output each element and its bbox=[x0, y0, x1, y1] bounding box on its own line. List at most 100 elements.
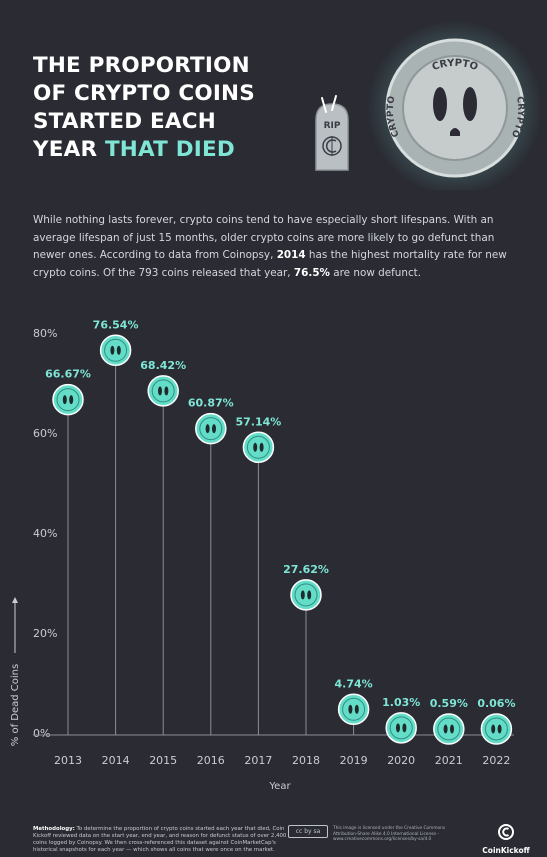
y-tick-label: 60% bbox=[33, 427, 57, 440]
methodology-note: Methodology: To determine the proportion… bbox=[33, 826, 288, 857]
data-value-label: 76.54% bbox=[93, 318, 139, 331]
x-tick-label: 2016 bbox=[197, 754, 225, 767]
x-tick-label: 2021 bbox=[435, 754, 463, 767]
markers: 66.67% 76.54% 68.42% 60.87%57.14% 27.62% 4.74… bbox=[45, 318, 515, 745]
marker-eye-left bbox=[205, 424, 210, 434]
chart: 0% 20% 40% 60% 80% 66.67% 76.54% 68.42% 60.87%5… bbox=[10, 318, 515, 792]
marker-eye-right bbox=[402, 723, 407, 733]
title-line-4: YEAR THAT DIED bbox=[33, 136, 303, 164]
marker-eye-left bbox=[491, 724, 496, 734]
marker-eye-left bbox=[110, 345, 115, 355]
intro-part-2: has the highest mortality rate for new c… bbox=[33, 249, 507, 279]
y-axis-title-group: % of Dead Coins bbox=[10, 597, 21, 746]
x-tick-label: 2022 bbox=[482, 754, 510, 767]
x-tick-label: 2018 bbox=[292, 754, 320, 767]
marker-eye-right bbox=[69, 395, 74, 405]
ghost-eye-right bbox=[463, 87, 477, 121]
x-axis-title: Year bbox=[268, 781, 291, 792]
marker-coin-rim bbox=[246, 435, 270, 459]
title-line-3: STARTED EACH bbox=[33, 109, 216, 134]
header: THE PROPORTION OF CRYPTO COINS STARTED E… bbox=[0, 0, 547, 200]
data-point-marker bbox=[290, 579, 322, 611]
y-axis-title: % of Dead Coins bbox=[10, 664, 21, 746]
marker-coin-rim bbox=[56, 388, 80, 412]
intro-part-1: While nothing lasts forever, crypto coin… bbox=[33, 214, 495, 261]
marker-eye-right bbox=[354, 704, 359, 714]
data-value-label: 4.74% bbox=[335, 677, 373, 690]
y-axis-arrowhead bbox=[12, 597, 18, 603]
title-line-4-prefix: YEAR bbox=[33, 137, 105, 162]
intro-paragraph: While nothing lasts forever, crypto coin… bbox=[33, 212, 513, 282]
marker-coin-rim bbox=[389, 716, 413, 740]
data-point-marker bbox=[195, 412, 227, 445]
data-point-marker bbox=[385, 712, 417, 744]
x-tick-label: 2019 bbox=[340, 754, 368, 767]
marker-eye-left bbox=[348, 704, 353, 714]
marker-eye-right bbox=[450, 724, 454, 734]
y-tick-label: 40% bbox=[33, 527, 57, 540]
data-value-label: 68.42% bbox=[140, 359, 186, 372]
x-tick-label: 2013 bbox=[54, 754, 82, 767]
y-tick-label: 80% bbox=[33, 327, 57, 340]
methodology-label: Methodology: bbox=[33, 826, 75, 832]
marker-eye-right bbox=[307, 590, 312, 600]
x-tick-label: 2014 bbox=[102, 754, 130, 767]
marker-coin-rim bbox=[199, 417, 223, 441]
data-point-marker bbox=[147, 375, 179, 407]
coin-text-top: CRYPTO bbox=[431, 58, 480, 73]
marker-coin-rim bbox=[342, 697, 366, 721]
data-value-label: 0.59% bbox=[430, 697, 468, 710]
marker-coin-rim bbox=[294, 583, 318, 607]
intro-bold-percent: 76.5% bbox=[293, 266, 330, 279]
title-highlight: THAT DIED bbox=[104, 137, 235, 162]
coinkickoff-logo-icon bbox=[498, 824, 514, 840]
license-text: This image is licensed under the Creativ… bbox=[333, 826, 446, 842]
footer: Methodology: To determine the proportion… bbox=[0, 816, 547, 857]
intro-bold-year: 2014 bbox=[276, 249, 306, 261]
data-point-marker bbox=[480, 713, 513, 745]
page-title: THE PROPORTION OF CRYPTO COINS STARTED E… bbox=[33, 52, 303, 164]
ghost-mouth bbox=[450, 128, 460, 136]
marker-eye-right bbox=[164, 386, 169, 396]
tombstone: RIP bbox=[315, 95, 349, 171]
title-line-2: OF CRYPTO COINS bbox=[33, 81, 255, 106]
data-point-marker bbox=[433, 713, 465, 745]
cc-badge-text: cc by sa bbox=[295, 828, 321, 835]
marker-eye-right bbox=[259, 442, 264, 452]
cc-license-badge: cc by sa bbox=[288, 825, 328, 838]
marker-eye-left bbox=[443, 724, 448, 734]
data-value-label: 57.14% bbox=[235, 415, 281, 428]
brand[interactable]: CoinKickoff bbox=[476, 824, 536, 855]
data-value-label: 66.67% bbox=[45, 368, 91, 381]
marker-coin-rim bbox=[151, 379, 175, 403]
marker-eye-left bbox=[62, 395, 67, 405]
marker-eye-left bbox=[253, 442, 258, 452]
tombstone-rip: RIP bbox=[324, 121, 341, 131]
big-coin-inner bbox=[402, 55, 508, 161]
methodology-text: To determine the proportion of crypto co… bbox=[33, 826, 287, 853]
marker-eye-right bbox=[116, 345, 121, 355]
x-tick-label: 2020 bbox=[387, 754, 415, 767]
y-tick-label: 0% bbox=[33, 727, 50, 740]
data-value-label: 1.03% bbox=[382, 696, 420, 709]
marker-eye-left bbox=[158, 386, 162, 396]
brand-name: CoinKickoff bbox=[482, 846, 530, 855]
y-axis: 0% 20% 40% 60% 80% bbox=[33, 327, 57, 740]
marker-eye-left bbox=[300, 590, 305, 600]
x-axis: 2013 2014 2015 2016 2017 2018 2019 2020 2021 2022 bbox=[54, 754, 510, 767]
x-tick-label: 2017 bbox=[244, 754, 272, 767]
data-point-marker bbox=[337, 693, 370, 726]
ghost-eye-left bbox=[433, 87, 447, 121]
marker-eye-left bbox=[396, 723, 400, 733]
x-tick-label: 2015 bbox=[149, 754, 177, 767]
title-line-1: THE PROPORTION bbox=[33, 53, 250, 78]
data-point-marker bbox=[52, 383, 84, 416]
marker-coin-rim bbox=[104, 338, 128, 362]
stems bbox=[67, 350, 497, 735]
marker-eye-right bbox=[212, 424, 216, 434]
ghost-coin-illustration: CRYPTO CRYPTO CRYPTO RIP bbox=[315, 20, 540, 190]
data-point-marker bbox=[242, 431, 275, 464]
marker-coin-rim bbox=[484, 717, 508, 741]
data-value-label: 27.62% bbox=[283, 563, 329, 576]
data-value-label: 60.87% bbox=[188, 397, 234, 410]
